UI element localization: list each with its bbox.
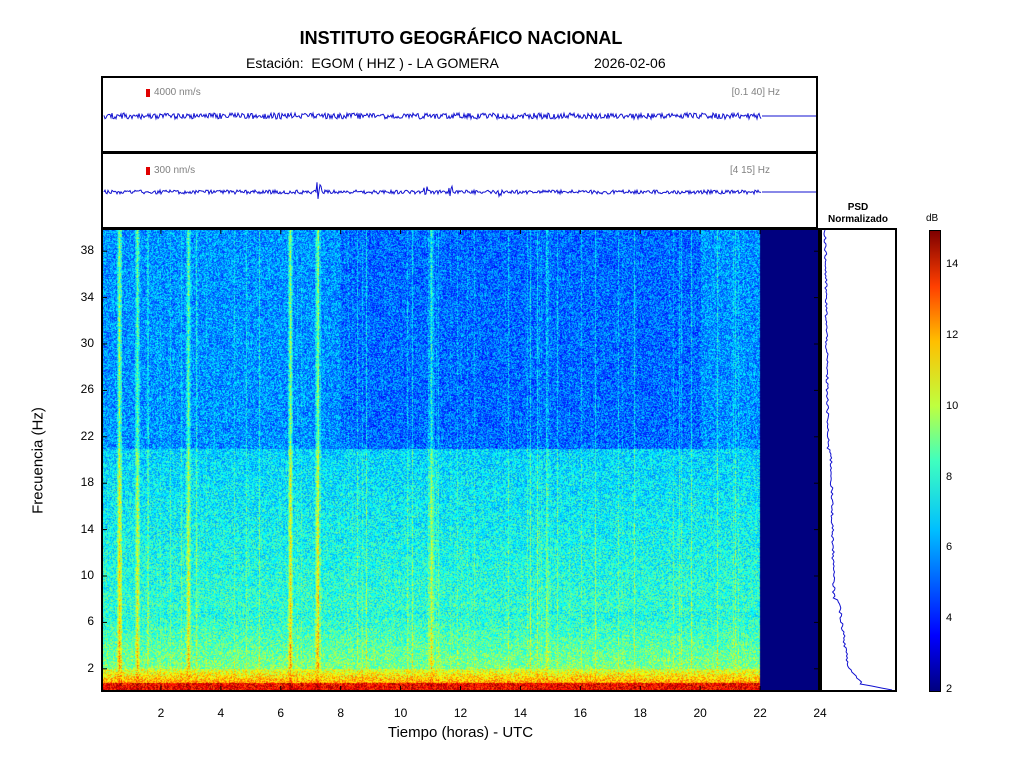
psd-title: PSD Normalizado <box>812 202 904 226</box>
y-tick-label: 38 <box>80 243 94 258</box>
psd-curve <box>823 230 893 690</box>
psd-title-line2: Normalizado <box>827 214 888 225</box>
y-tick-label: 18 <box>80 475 94 490</box>
y-tick-label: 34 <box>80 289 94 304</box>
x-tick-label: 8 <box>337 706 344 720</box>
seismogram-filtered: 300 nm/s [4 15] Hz <box>101 152 818 229</box>
y-tick-label: 10 <box>80 568 94 582</box>
colorbar-tick-label: 6 <box>946 541 953 554</box>
page-title: INSTITUTO GEOGRÁFICO NACIONAL <box>299 28 623 48</box>
spectrogram-image <box>101 228 820 692</box>
x-axis-label: Tiempo (horas) - UTC <box>387 724 534 741</box>
scale-label: 4000 nm/s <box>154 87 201 98</box>
psd-panel <box>820 228 897 692</box>
x-tick-label: 20 <box>693 706 707 720</box>
colorbar-tick-label: 4 <box>946 612 953 625</box>
colorbar-tick-label: 2 <box>946 683 953 695</box>
psd-title-line1: PSD <box>847 202 869 213</box>
y-tick-label: 14 <box>80 521 94 536</box>
colorbar-tick-label: 12 <box>946 329 959 342</box>
y-tick-label: 6 <box>87 614 94 629</box>
colorbar-unit: dB <box>926 213 939 224</box>
station-label: Estación: EGOM ( HHZ ) - LA GOMERA <box>246 55 499 71</box>
scale-bar-marker <box>146 89 150 97</box>
scale-bar-marker <box>146 167 150 175</box>
x-tick-label: 22 <box>753 706 767 720</box>
x-tick-label: 16 <box>573 706 587 720</box>
y-tick-label: 30 <box>80 336 94 350</box>
x-tick-label: 6 <box>277 706 285 720</box>
x-tick-label: 14 <box>513 706 528 720</box>
scale-label: 300 nm/s <box>154 165 196 176</box>
date-label: 2026-02-06 <box>594 55 666 71</box>
colorbar-tick-label: 10 <box>946 399 959 412</box>
y-tick-label: 22 <box>80 428 94 443</box>
band-label: [4 15] Hz <box>729 165 770 176</box>
x-tick-label: 24 <box>813 706 827 720</box>
x-tick-label: 4 <box>217 706 225 720</box>
band-label: [0.1 40] Hz <box>731 87 780 98</box>
colorbar-tick-label: 14 <box>946 258 959 271</box>
x-tick-label: 18 <box>633 706 647 720</box>
trace-waveform <box>103 111 816 121</box>
x-tick-label: 12 <box>453 706 468 720</box>
trace-waveform <box>103 182 816 199</box>
y-tick-label: 2 <box>87 660 94 675</box>
colorbar-tick-label: 8 <box>946 470 953 483</box>
seismogram-broadband: 4000 nm/s [0.1 40] Hz <box>101 76 818 153</box>
spectrogram-axes <box>101 228 820 692</box>
y-axis-label: Frecuencia (Hz) <box>29 407 47 514</box>
y-tick-label: 26 <box>80 382 94 397</box>
spectrogram-plot <box>101 228 820 692</box>
colorbar <box>929 230 941 692</box>
x-tick-label: 2 <box>157 706 165 720</box>
x-tick-label: 10 <box>393 706 408 720</box>
